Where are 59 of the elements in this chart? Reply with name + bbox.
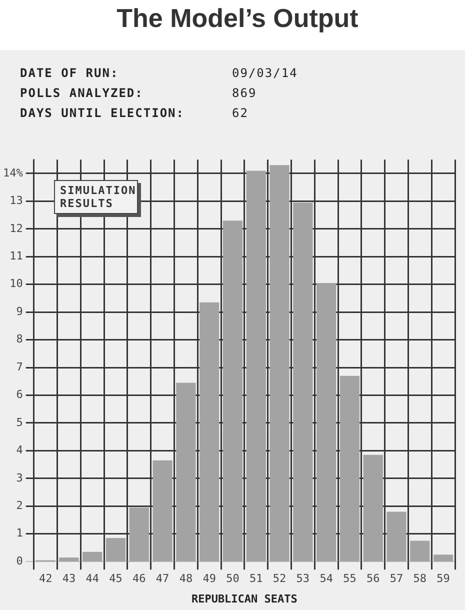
x-tick-label: 53 [296, 572, 310, 586]
x-axis-title: REPUBLICAN SEATS [191, 592, 298, 606]
y-tick-label: 9 [16, 304, 23, 318]
bar [386, 512, 406, 562]
bar [293, 202, 313, 562]
bar [246, 170, 266, 562]
x-tick-label: 55 [343, 572, 356, 586]
y-tick-label: 13 [10, 194, 23, 208]
text: 09/03/14 [232, 66, 298, 80]
text: POLLS ANALYZED: [20, 86, 144, 100]
bar [316, 282, 336, 562]
bar [152, 460, 172, 562]
text: 62 [232, 106, 250, 120]
x-tick-label: 43 [62, 572, 76, 586]
y-tick-label: 5 [16, 416, 23, 429]
y-tick-label: 4 [16, 444, 24, 457]
y-tick-label: 8 [16, 332, 23, 346]
x-tick-label: 42 [38, 572, 52, 586]
bar [340, 376, 360, 562]
y-tick-label: 0 [16, 554, 23, 568]
x-tick-label: 44 [86, 572, 100, 586]
bar [176, 382, 196, 562]
bar [433, 554, 454, 562]
y-tick-label: 10 [10, 277, 23, 290]
bar [222, 220, 243, 562]
bar [106, 538, 126, 562]
x-tick-label: 50 [226, 572, 240, 586]
y-tick-label: 12 [10, 222, 23, 235]
bar [270, 165, 290, 562]
y-tick-label: 11 [10, 249, 23, 262]
x-tick-label: 49 [202, 572, 216, 586]
y-tick-label: 3 [16, 471, 23, 484]
bar [129, 508, 149, 562]
bar [200, 302, 220, 562]
x-tick-label: 54 [320, 572, 334, 586]
y-tick-label: 2 [16, 499, 23, 512]
annotation: SIMULATION RESULTS [54, 180, 138, 214]
x-tick-label: 52 [272, 572, 286, 586]
bar [410, 540, 430, 562]
y-tick-label: 14% [2, 166, 24, 180]
x-tick-label: 58 [413, 572, 427, 586]
text: DATE OF RUN: [20, 66, 120, 80]
y-tick-label: 7 [16, 360, 23, 374]
bar [363, 454, 383, 562]
y-tick-label: 6 [16, 388, 23, 402]
y-tick-label: 1 [16, 526, 23, 540]
text: DAYS UNTIL ELECTION: [20, 106, 186, 120]
x-tick-label: 59 [436, 572, 450, 586]
text: 869 [232, 86, 258, 100]
x-tick-label: 48 [179, 572, 193, 586]
bar [82, 552, 102, 562]
bar [59, 557, 79, 562]
chart-title: The Model’s Output [116, 2, 360, 35]
x-tick-label: 51 [250, 572, 263, 586]
x-tick-label: 47 [156, 572, 170, 586]
x-tick-label: 56 [366, 572, 380, 586]
x-tick-label: 46 [132, 572, 146, 586]
x-tick-label: 45 [109, 572, 122, 586]
x-tick-label: 57 [390, 572, 404, 586]
